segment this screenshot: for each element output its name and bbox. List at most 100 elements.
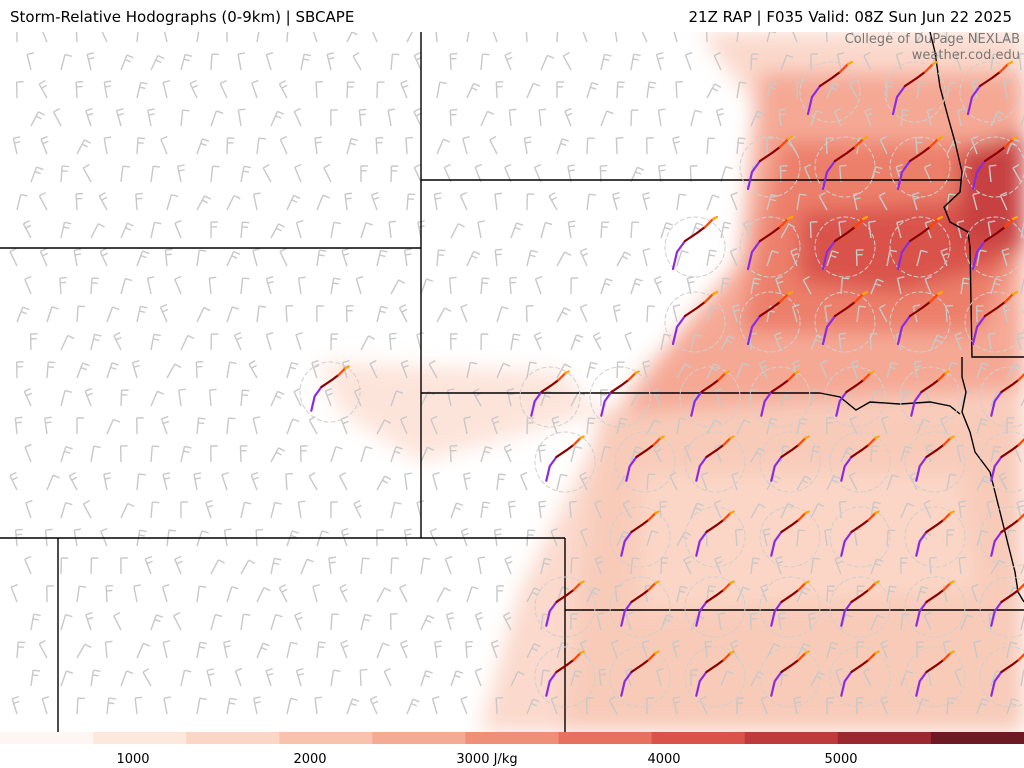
wind-barb [848, 471, 858, 491]
wind-barb [570, 445, 582, 463]
hodograph [824, 366, 886, 428]
wind-barb [579, 247, 589, 267]
wind-barb [400, 79, 409, 99]
wind-barb [60, 613, 73, 631]
wind-barb [390, 165, 399, 183]
wind-barb [256, 305, 267, 323]
wind-barb [586, 417, 596, 435]
wind-barb [174, 555, 183, 575]
wind-barb [196, 138, 210, 155]
hodograph [684, 646, 746, 708]
wind-barb [38, 80, 48, 99]
wind-barb [625, 611, 633, 631]
wind-barb [406, 698, 420, 715]
wind-barb [449, 52, 458, 71]
wind-barb [459, 191, 468, 211]
wind-barb [749, 613, 758, 631]
wind-barb [550, 695, 559, 715]
wind-barb [1002, 304, 1011, 323]
wind-barb [256, 32, 260, 43]
wind-barb [886, 361, 899, 379]
wind-barb [196, 249, 207, 267]
hodograph [884, 60, 946, 123]
wind-barb [147, 108, 155, 127]
wind-barb [450, 223, 465, 239]
wind-barb [360, 222, 373, 239]
wind-barb [673, 32, 678, 43]
hodograph [739, 135, 801, 198]
wind-barb [163, 696, 172, 715]
wind-barb [436, 81, 447, 99]
wind-barb [608, 695, 618, 715]
wind-barb [924, 219, 933, 239]
wind-barb [44, 416, 52, 435]
wind-barb [76, 139, 91, 155]
wind-barb [120, 277, 133, 295]
wind-barb [986, 500, 995, 519]
wind-barb [340, 527, 349, 547]
hodograph [609, 576, 671, 638]
wind-barb [598, 668, 607, 687]
wind-barb [16, 306, 30, 323]
wind-barb [533, 331, 543, 351]
wind-barb [60, 446, 73, 463]
wind-barb [916, 698, 930, 715]
wind-barb [176, 164, 185, 183]
wind-barb [736, 81, 747, 99]
wind-barb [713, 499, 722, 519]
wind-barb [946, 81, 957, 99]
wind-barb [540, 557, 552, 575]
hodograph [964, 290, 1024, 353]
wind-barb [360, 557, 370, 575]
wind-barb [136, 137, 145, 155]
wind-barb [376, 642, 390, 659]
wind-barb [324, 387, 333, 407]
wind-barb [570, 669, 583, 687]
wind-barb [676, 363, 692, 379]
wind-barb [538, 108, 547, 127]
wind-barb [630, 446, 643, 463]
wind-barb [136, 305, 148, 323]
wind-barb [316, 249, 327, 267]
wind-barb [162, 640, 171, 659]
wind-barb [346, 137, 359, 155]
wind-barb [113, 331, 122, 351]
wind-barb [624, 331, 632, 351]
model-run-label: 21Z RAP | F035 Valid: 08Z Sun Jun 22 202… [688, 8, 1012, 26]
wind-barb [120, 165, 130, 183]
wind-barb [369, 695, 379, 715]
wind-barb [676, 250, 689, 267]
wind-barb [999, 191, 1008, 211]
wind-barb [954, 331, 963, 351]
wind-barb [60, 165, 70, 183]
wind-barb [585, 697, 594, 715]
wind-barb [436, 587, 451, 603]
wind-barb [615, 137, 624, 155]
wind-barb [699, 695, 708, 715]
wind-barb [878, 303, 888, 323]
wind-barb [270, 614, 283, 631]
wind-barb [90, 277, 99, 295]
wind-barb [180, 334, 195, 351]
wind-barb [279, 135, 288, 155]
wind-barb [30, 613, 41, 631]
colorbar-segment [186, 732, 281, 744]
wind-barb [704, 640, 713, 659]
wind-barb [477, 556, 486, 575]
wind-barb [180, 501, 188, 519]
wind-barb [496, 585, 504, 603]
wind-barb [164, 248, 173, 267]
wind-barb [586, 193, 597, 211]
hodograph [609, 506, 671, 568]
wind-barb [594, 499, 602, 519]
wind-barb [780, 502, 795, 519]
wind-barb [900, 557, 908, 575]
wind-barb [240, 501, 252, 519]
wind-barb [120, 557, 128, 575]
wind-barb [436, 307, 452, 323]
wind-barb [150, 165, 161, 183]
wind-barb [150, 333, 162, 351]
hodograph [759, 646, 821, 708]
wind-barb [449, 108, 458, 127]
wind-barb [971, 79, 980, 99]
